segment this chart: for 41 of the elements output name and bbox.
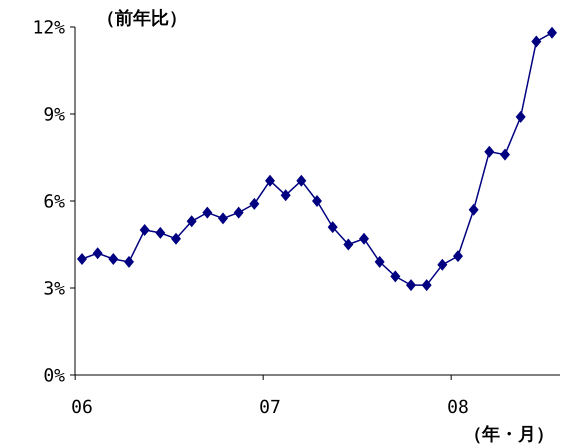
point <box>77 253 87 265</box>
chart-subtitle: （前年比） <box>97 8 187 29</box>
y-tick-label: 9% <box>43 104 66 126</box>
point <box>516 110 526 123</box>
x-tick-label: 06 <box>71 397 93 418</box>
y-tick-label: 3% <box>43 278 66 300</box>
point <box>249 198 260 210</box>
y-tick-label: 0% <box>43 365 66 386</box>
point <box>155 226 166 239</box>
point <box>312 195 322 207</box>
point <box>296 174 306 187</box>
point <box>328 221 338 234</box>
point <box>265 174 275 187</box>
point <box>374 256 385 268</box>
point <box>547 26 557 39</box>
point <box>124 256 134 268</box>
point <box>140 224 150 236</box>
point <box>390 270 400 282</box>
point <box>343 238 354 250</box>
point <box>531 36 542 48</box>
point <box>202 206 212 219</box>
point <box>484 146 494 158</box>
point <box>359 232 369 245</box>
x-axis-title: （年・月） <box>464 424 554 445</box>
point <box>108 253 118 265</box>
point <box>92 247 103 260</box>
x-tick-label: 07 <box>259 397 281 418</box>
point <box>468 204 479 216</box>
point <box>186 215 197 228</box>
point <box>437 258 448 271</box>
point <box>500 148 510 161</box>
y-tick-label: 12% <box>32 17 66 38</box>
point <box>453 250 463 262</box>
point <box>234 206 244 219</box>
y-tick-label: 6% <box>43 191 66 212</box>
point <box>406 279 416 292</box>
point <box>171 232 181 245</box>
point <box>218 212 228 224</box>
x-tick-label: 08 <box>447 397 469 418</box>
point <box>422 279 432 292</box>
point <box>280 189 291 202</box>
